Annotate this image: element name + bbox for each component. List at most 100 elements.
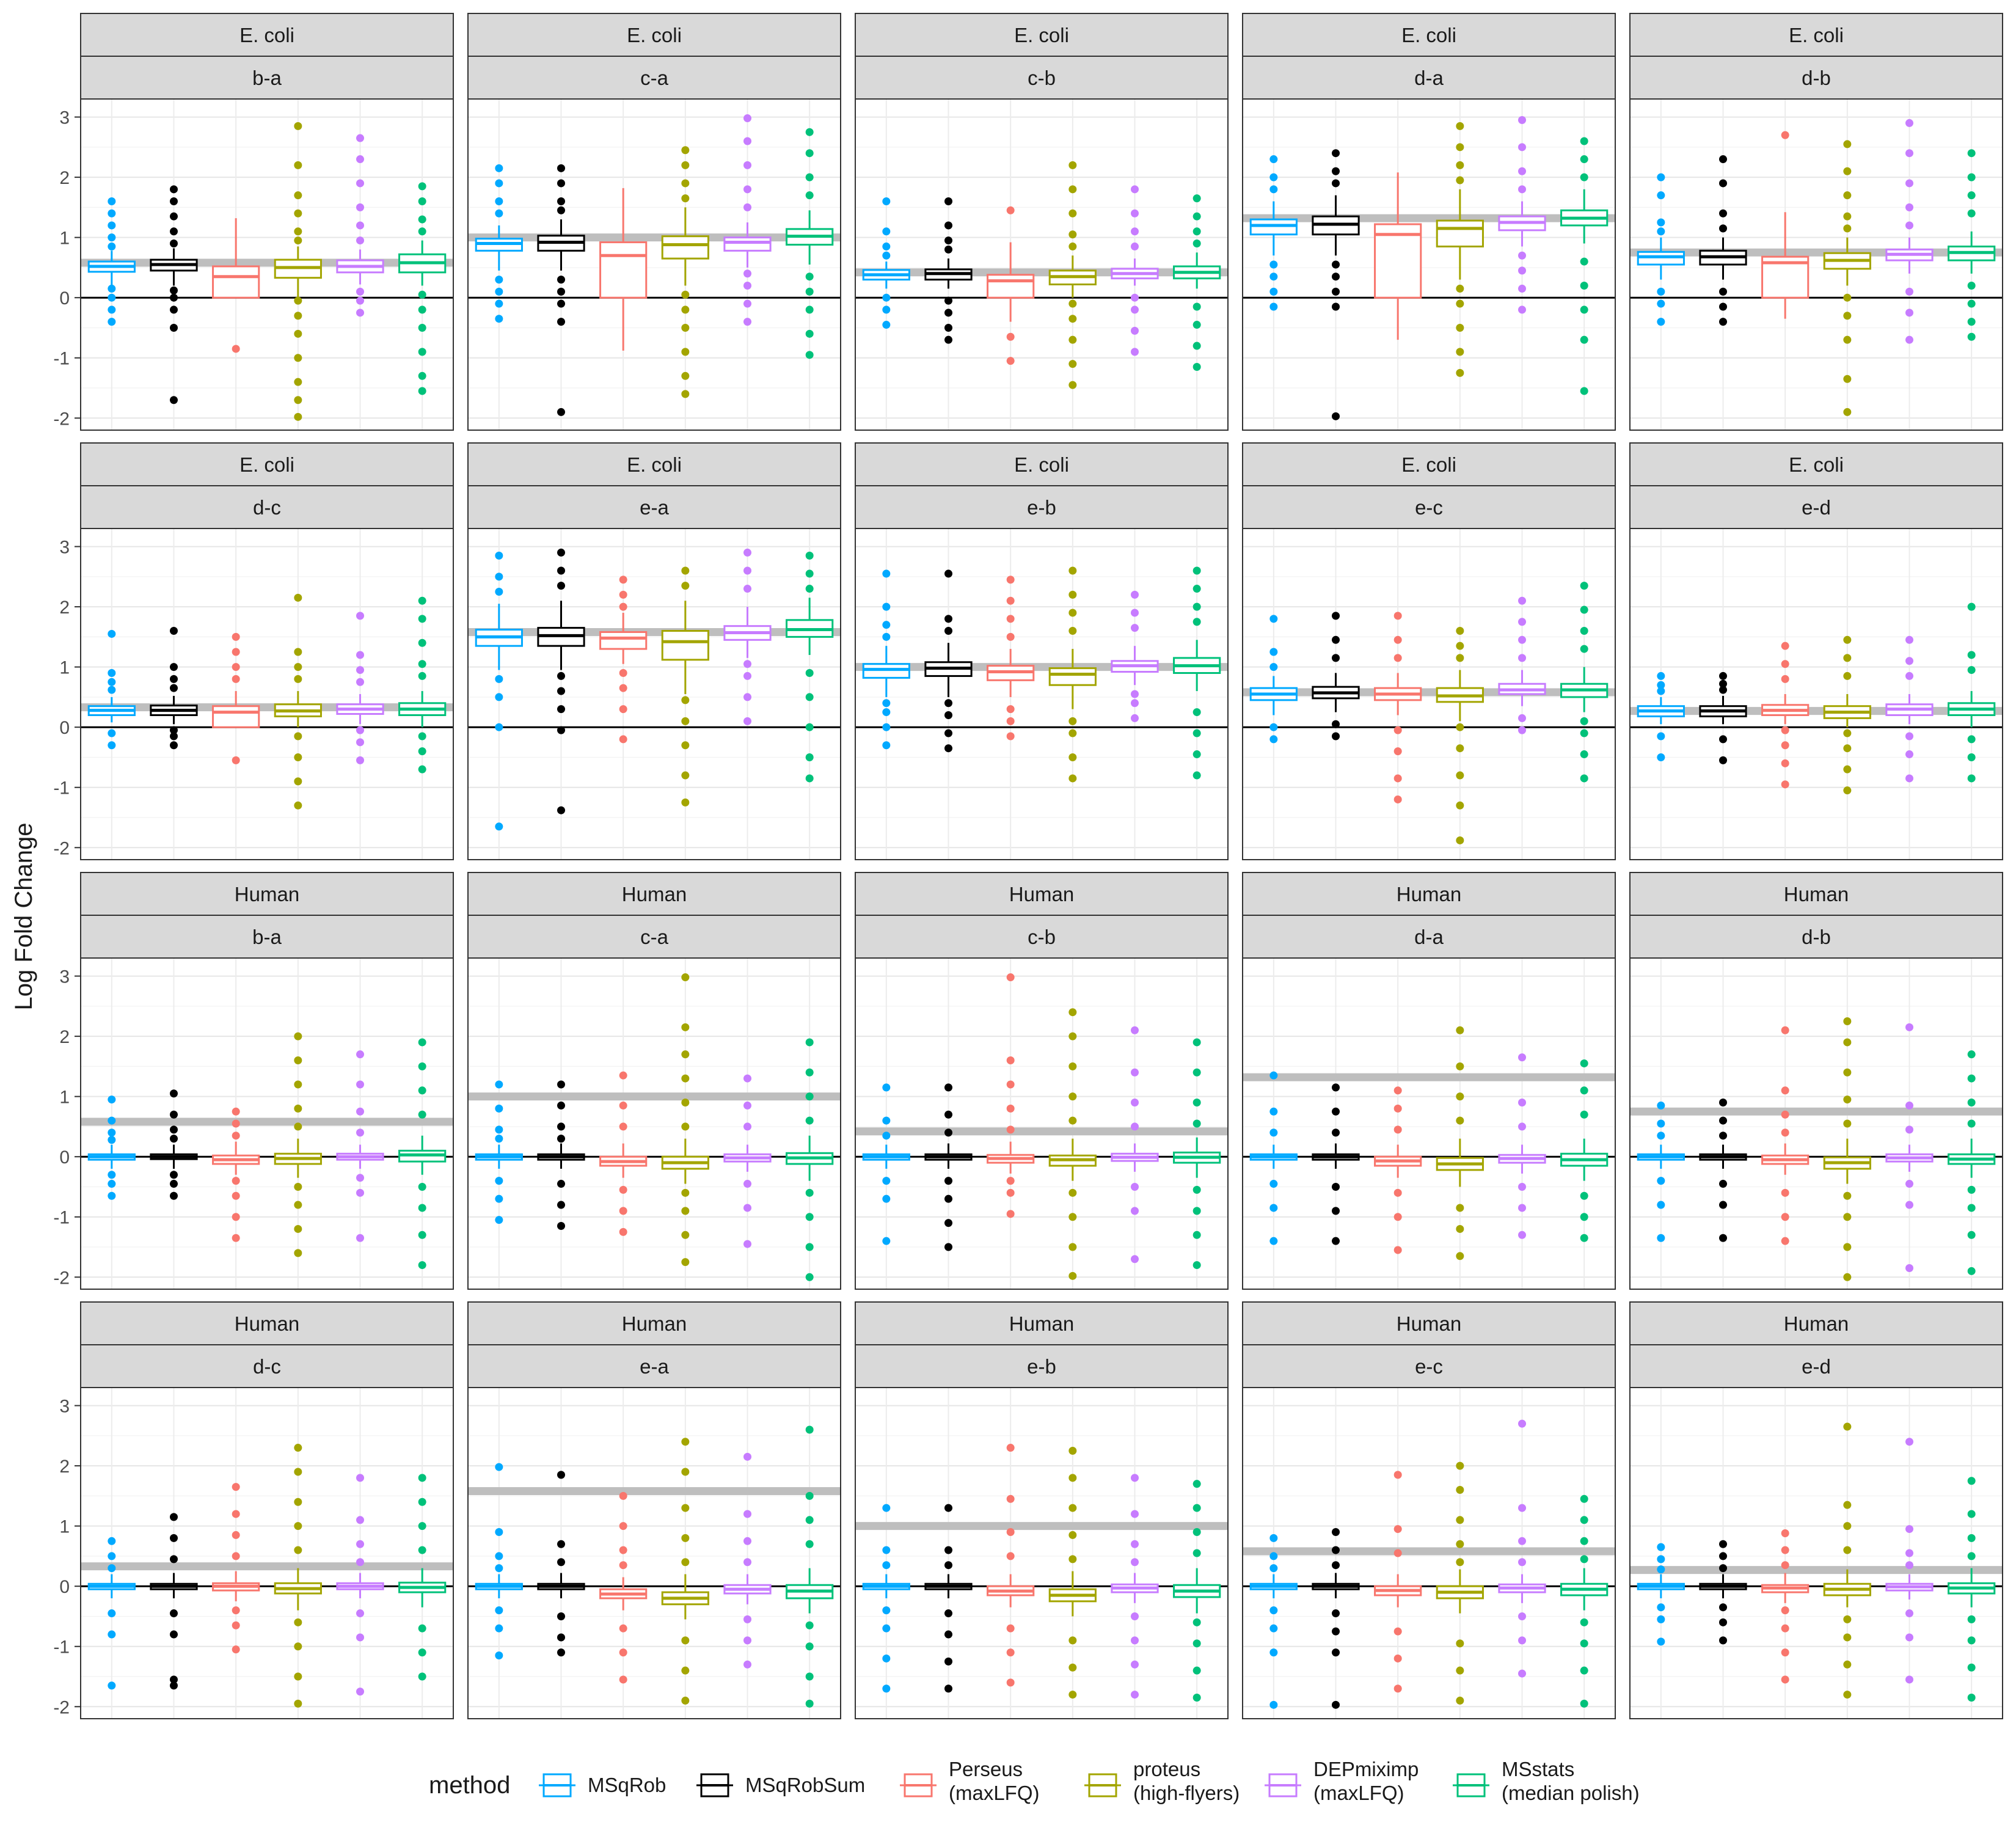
strip-contrast xyxy=(1629,485,2003,529)
outlier-point xyxy=(1456,122,1464,130)
outlier-point xyxy=(1781,1213,1789,1221)
outlier-point xyxy=(882,621,891,629)
outlier-point xyxy=(1332,1207,1340,1215)
outlier-point xyxy=(1657,1201,1665,1209)
outlier-point xyxy=(294,1444,302,1452)
outlier-point xyxy=(1269,1648,1278,1657)
box-depmiximp xyxy=(723,548,772,725)
outlier-point xyxy=(681,1188,690,1197)
outlier-point xyxy=(1131,1122,1139,1131)
strip-contrast xyxy=(855,56,1229,100)
outlier-point xyxy=(619,669,627,678)
y-tick-label: -2 xyxy=(53,1268,70,1288)
outlier-point xyxy=(1657,299,1665,308)
outlier-point xyxy=(743,203,751,211)
strip-contrast-label: c-b xyxy=(1028,926,1056,948)
outlier-point xyxy=(1332,1609,1340,1618)
outlier-point xyxy=(743,1074,751,1083)
outlier-point xyxy=(1905,1609,1913,1618)
outlier-point xyxy=(294,777,302,786)
outlier-point xyxy=(356,287,364,296)
outlier-point xyxy=(1657,1555,1665,1564)
outlier-point xyxy=(1843,1068,1852,1077)
outlier-point xyxy=(418,747,426,756)
outlier-point xyxy=(1843,375,1852,383)
outlier-point xyxy=(356,738,364,747)
outlier-point xyxy=(681,161,690,169)
outlier-point xyxy=(356,179,364,188)
outlier-point xyxy=(1580,281,1588,290)
outlier-point xyxy=(1580,1059,1588,1067)
outlier-point xyxy=(1068,315,1077,323)
outlier-point xyxy=(1131,590,1139,599)
outlier-point xyxy=(1456,1639,1464,1648)
strip-contrast-label: b-a xyxy=(252,67,282,89)
box-proteus xyxy=(1436,1461,1484,1705)
outlier-point xyxy=(1905,1549,1913,1557)
outlier-point xyxy=(1393,1086,1402,1095)
outlier-point xyxy=(1192,771,1201,780)
outlier-point xyxy=(1967,1663,1976,1672)
outlier-point xyxy=(1131,1510,1139,1518)
outlier-point xyxy=(495,551,503,560)
outlier-point xyxy=(1456,1540,1464,1548)
outlier-point xyxy=(1719,756,1727,764)
legend-label: MSstats xyxy=(1502,1758,1574,1780)
outlier-point xyxy=(1518,635,1526,644)
box-perseus xyxy=(987,1444,1035,1687)
outlier-point xyxy=(418,732,426,741)
outlier-point xyxy=(1006,615,1015,623)
strip-contrast-label: e-c xyxy=(1415,496,1443,519)
outlier-point xyxy=(1905,1180,1913,1188)
outlier-point xyxy=(944,1194,952,1203)
outlier-point xyxy=(1580,173,1588,181)
box-msqrobsum xyxy=(537,164,585,416)
outlier-point xyxy=(944,729,952,737)
outlier-point xyxy=(495,675,503,683)
box-proteus xyxy=(1823,140,1871,416)
outlier-point xyxy=(1332,1528,1340,1537)
outlier-point xyxy=(495,1606,503,1615)
outlier-point xyxy=(681,1468,690,1476)
outlier-point xyxy=(108,1136,116,1144)
strip-contrast-label: e-b xyxy=(1027,1355,1056,1378)
y-tick-label: 1 xyxy=(59,1517,70,1537)
outlier-point xyxy=(1393,1246,1402,1254)
outlier-point xyxy=(619,1207,627,1215)
outlier-point xyxy=(1967,1552,1976,1560)
outlier-point xyxy=(743,1452,751,1461)
outlier-point xyxy=(1192,1099,1201,1107)
box-perseus xyxy=(599,576,648,744)
outlier-point xyxy=(805,1621,814,1629)
box-perseus xyxy=(1374,612,1422,803)
strip-contrast-label: b-a xyxy=(252,926,282,948)
outlier-point xyxy=(170,726,178,734)
panel-border xyxy=(467,98,841,431)
outlier-point xyxy=(1657,1603,1665,1612)
legend-entry: proteus(high-flyers) xyxy=(1084,1758,1240,1804)
outlier-point xyxy=(232,1107,240,1116)
box-msstats xyxy=(1560,137,1609,395)
y-tick-label: -2 xyxy=(53,409,70,429)
outlier-point xyxy=(1006,1188,1015,1197)
outlier-point xyxy=(743,660,751,668)
outlier-point xyxy=(108,741,116,750)
outlier-point xyxy=(882,699,891,708)
box-msstats xyxy=(398,1474,447,1681)
outlier-point xyxy=(1518,305,1526,314)
outlier-point xyxy=(294,191,302,200)
box-msqrobsum xyxy=(150,627,198,750)
box-depmiximp xyxy=(336,612,384,764)
strip-contrast-label: d-a xyxy=(1414,926,1444,948)
outlier-point xyxy=(1456,1224,1464,1233)
outlier-point xyxy=(619,684,627,692)
outlier-point xyxy=(1269,1204,1278,1212)
y-tick-label: -2 xyxy=(53,838,70,858)
outlier-point xyxy=(1719,686,1727,694)
outlier-point xyxy=(1905,671,1913,680)
outlier-point xyxy=(170,1609,178,1618)
strip-species xyxy=(855,872,1229,916)
strip-species xyxy=(467,872,841,916)
outlier-point xyxy=(294,675,302,683)
box-depmiximp xyxy=(1498,1419,1546,1678)
